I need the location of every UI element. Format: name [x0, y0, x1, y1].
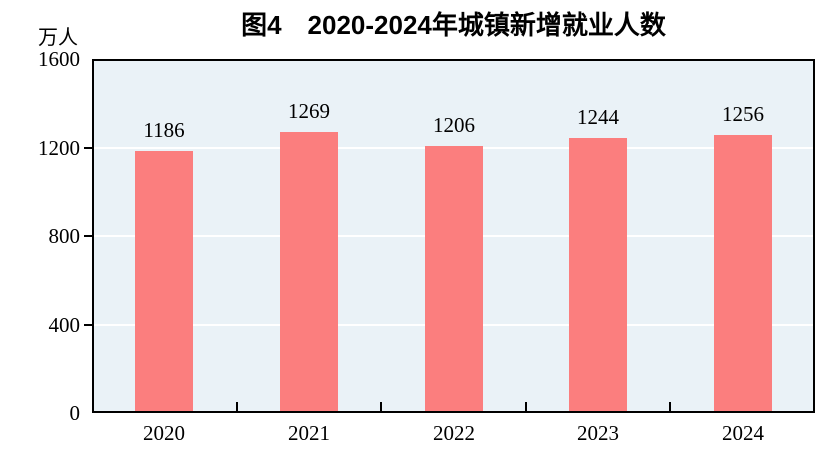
bar-value-label: 1186	[143, 118, 185, 142]
x-tick-label: 2020	[143, 421, 185, 445]
y-tick-mark	[84, 324, 92, 326]
x-tick-label: 2022	[433, 421, 475, 445]
bar	[135, 151, 193, 411]
x-tick-mark	[669, 402, 671, 411]
y-tick-label: 800	[48, 224, 81, 248]
x-tick-mark	[236, 402, 238, 411]
bar	[714, 135, 772, 411]
y-tick-mark	[84, 147, 92, 149]
bar	[280, 132, 338, 411]
bar-value-label: 1206	[433, 113, 475, 137]
x-tick-label: 2021	[288, 421, 330, 445]
x-tick-label: 2023	[577, 421, 619, 445]
y-tick-mark	[84, 235, 92, 237]
x-tick-mark	[380, 402, 382, 411]
bar	[425, 146, 483, 411]
y-tick-label: 0	[69, 401, 81, 425]
bar-value-label: 1244	[577, 105, 619, 129]
bar-value-label: 1269	[288, 99, 330, 123]
plot-area-border	[92, 59, 815, 413]
x-tick-label: 2024	[722, 421, 764, 445]
x-tick-mark	[525, 402, 527, 411]
y-tick-label: 1200	[38, 136, 80, 160]
chart-title: 图4 2020-2024年城镇新增就业人数	[241, 10, 666, 40]
y-tick-label: 1600	[38, 47, 80, 71]
y-axis-unit-label: 万人	[38, 27, 78, 49]
y-tick-label: 400	[48, 313, 81, 337]
bar-value-label: 1256	[722, 102, 764, 126]
bar	[569, 138, 627, 411]
